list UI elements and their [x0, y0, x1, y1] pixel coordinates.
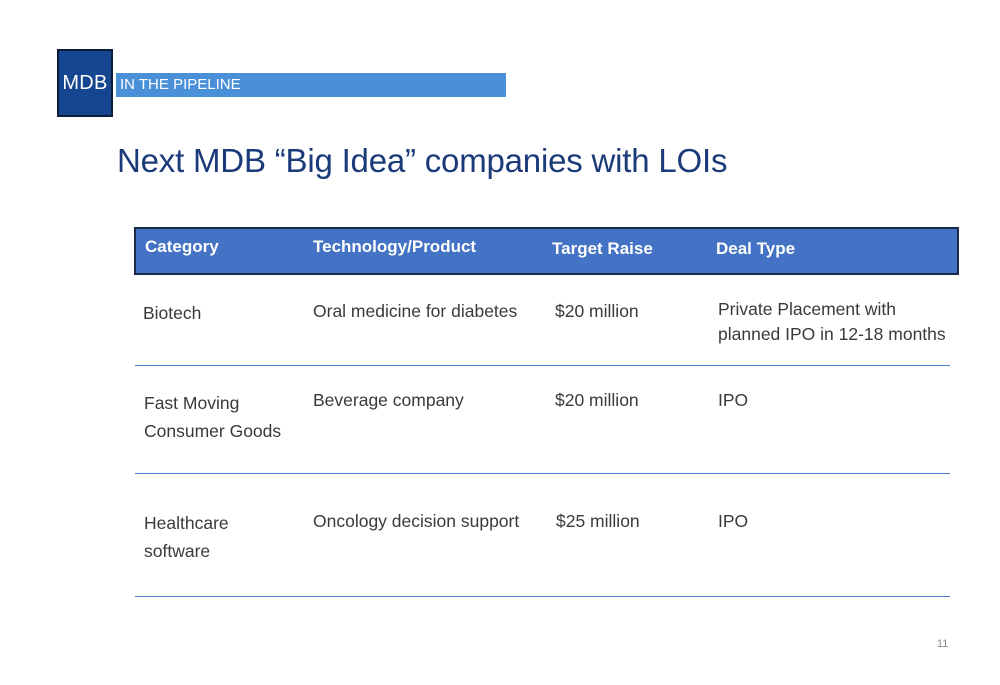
slide-title: Next MDB “Big Idea” companies with LOIs — [117, 142, 728, 179]
header-category: Category — [145, 237, 219, 256]
cell-category: Healthcare software — [144, 509, 229, 565]
cell-product: Oral medicine for diabetes — [313, 301, 518, 321]
cell-deal: IPO — [718, 386, 748, 414]
cell-deal-line: Private Placement with — [718, 299, 896, 319]
cell-product: Beverage company — [313, 390, 464, 410]
mdb-logo: MDB — [57, 49, 113, 117]
cell-deal-line: planned IPO in 12-18 months — [718, 324, 946, 344]
section-label: IN THE PIPELINE — [120, 76, 241, 93]
cell-category-line: software — [144, 541, 211, 561]
cell-category: Fast Moving Consumer Goods — [144, 389, 281, 445]
logo-text: MDB — [62, 71, 108, 94]
row-divider — [135, 365, 950, 366]
header-technology-product: Technology/Product — [313, 237, 477, 256]
cell-category: Biotech — [143, 299, 201, 327]
cell-deal-line: IPO — [718, 390, 749, 410]
cell-deal: IPO — [718, 507, 748, 535]
cell-deal-line: IPO — [718, 511, 749, 531]
cell-deal: Private Placement with planned IPO in 12… — [718, 297, 946, 347]
cell-category-line: Biotech — [143, 303, 202, 323]
row-divider — [135, 596, 950, 597]
cell-raise: $20 million — [555, 301, 639, 321]
cell-category-line: Healthcare — [144, 513, 229, 533]
page-number: 11 — [937, 638, 949, 650]
cell-raise: $25 million — [556, 511, 640, 531]
header-target-raise: Target Raise — [552, 239, 653, 258]
row-divider — [135, 473, 950, 474]
cell-category-line: Consumer Goods — [144, 421, 282, 441]
section-label-bar: IN THE PIPELINE — [116, 73, 506, 97]
header-deal-type: Deal Type — [716, 239, 796, 258]
cell-product: Oncology decision support — [313, 511, 520, 531]
table-header: Category Technology/Product Target Raise… — [134, 227, 959, 275]
cell-raise: $20 million — [555, 390, 639, 410]
cell-category-line: Fast Moving — [144, 393, 240, 413]
